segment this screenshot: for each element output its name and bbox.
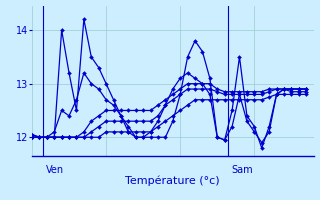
Text: Ven: Ven	[46, 165, 64, 175]
X-axis label: Température (°c): Température (°c)	[125, 175, 220, 186]
Text: Sam: Sam	[231, 165, 253, 175]
